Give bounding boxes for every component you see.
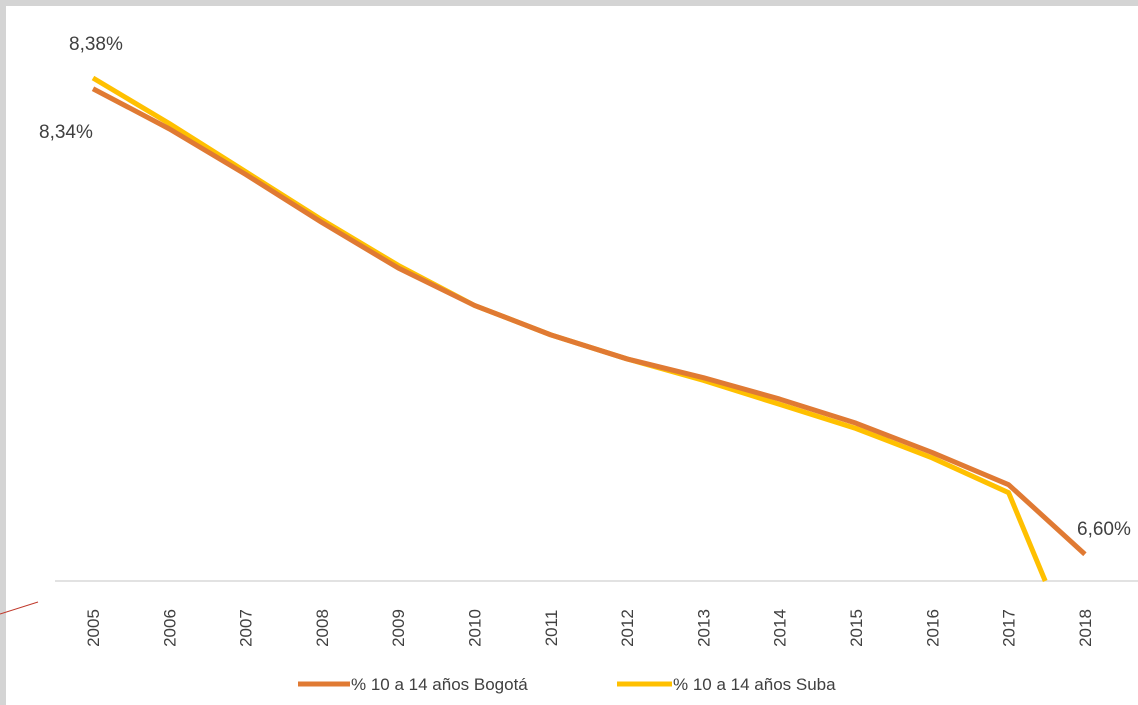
- data-label-suba-first: 8,38%: [69, 34, 123, 55]
- x-tick-label-2014: 2014: [771, 609, 790, 647]
- chart-panel: [6, 6, 1138, 705]
- series-layer: [91, 75, 1087, 582]
- x-tick-label-2009: 2009: [389, 609, 408, 647]
- x-tick-label-2007: 2007: [237, 609, 256, 647]
- x-tick-label-2006: 2006: [160, 609, 179, 647]
- data-label-bogota-last: 6,60%: [1077, 519, 1131, 540]
- series-line-bogota: [91, 86, 1087, 557]
- x-tick-label-2005: 2005: [84, 609, 103, 647]
- legend-label-bogota: % 10 a 14 años Bogotá: [351, 675, 528, 694]
- x-tick-label-2010: 2010: [466, 609, 485, 647]
- x-tick-labels: 2005 2006 2007 2008 2009 2010 2011 2012 2013 2014…: [84, 609, 1095, 647]
- x-tick-label-2013: 2013: [694, 609, 713, 647]
- decorative-red-line: [0, 601, 39, 615]
- x-tick-label-2018: 2018: [1076, 609, 1095, 647]
- legend-label-suba: % 10 a 14 años Suba: [673, 675, 836, 694]
- legend: % 10 a 14 años Bogotá % 10 a 14 años Sub…: [298, 675, 836, 694]
- x-tick-label-2011: 2011: [542, 610, 561, 647]
- x-tick-label-2017: 2017: [1000, 609, 1019, 647]
- x-tick-label-2015: 2015: [847, 609, 866, 647]
- x-tick-label-2016: 2016: [923, 609, 942, 647]
- x-tick-label-2012: 2012: [618, 609, 637, 647]
- data-label-bogota-first: 8,34%: [39, 122, 93, 143]
- x-tick-label-2008: 2008: [313, 609, 332, 647]
